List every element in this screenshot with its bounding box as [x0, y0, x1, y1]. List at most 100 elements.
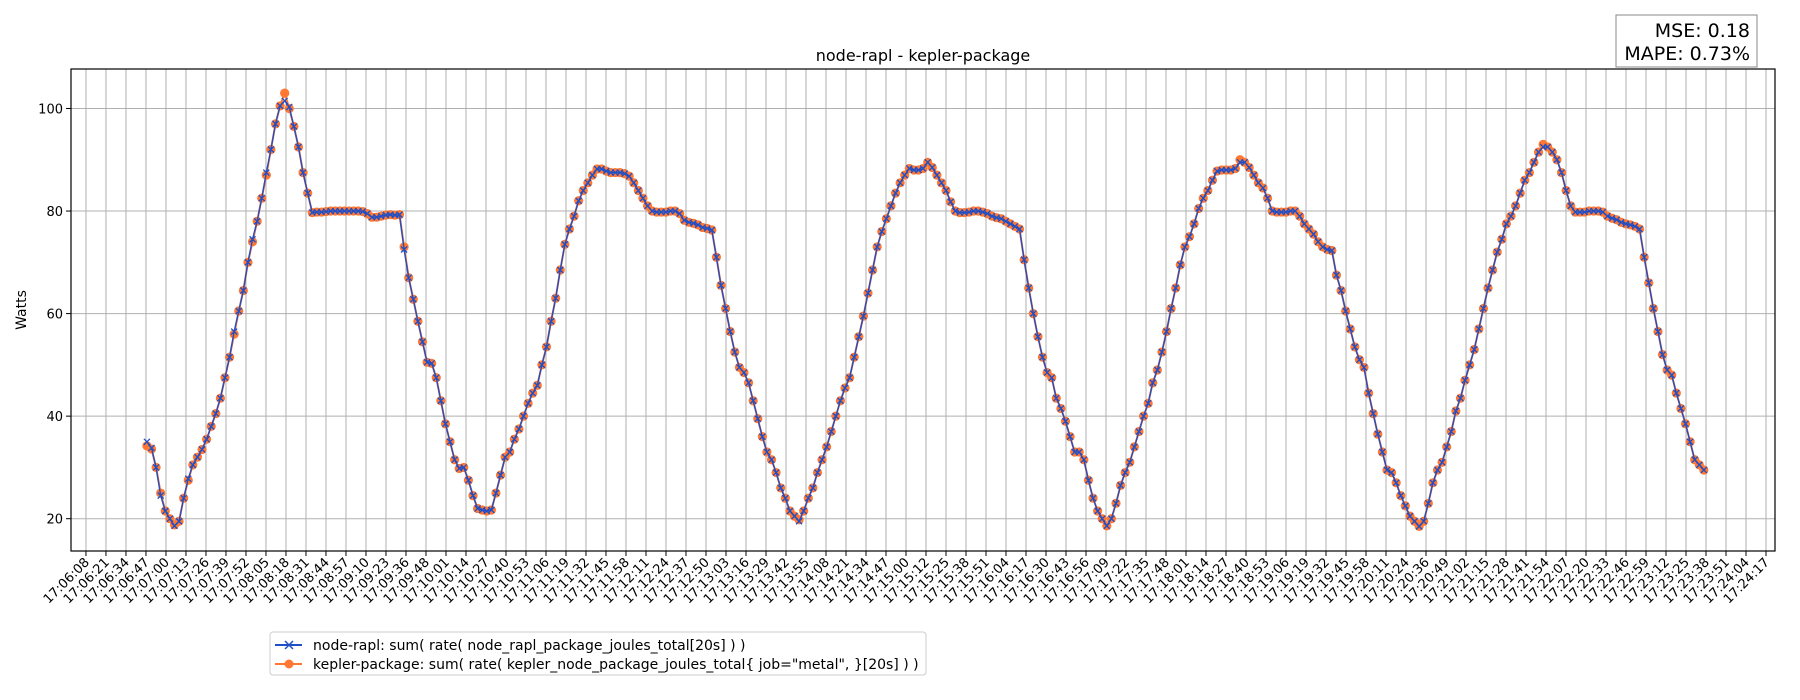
- data-point: [1126, 458, 1134, 466]
- data-point: [239, 287, 247, 294]
- data-point: [1360, 363, 1368, 371]
- data-point: [515, 425, 523, 433]
- data-point: [1089, 494, 1097, 502]
- data-point: [244, 258, 252, 266]
- data-point: [1355, 356, 1363, 364]
- data-point: [1052, 394, 1060, 402]
- legend-x-marker-icon: [284, 640, 294, 650]
- data-point: [896, 179, 904, 187]
- data-point: [979, 208, 987, 216]
- data-point: [1011, 222, 1019, 230]
- data-point: [919, 165, 927, 172]
- data-point: [988, 212, 996, 220]
- y-tick-label: 60: [46, 308, 63, 323]
- data-point: [1475, 325, 1483, 333]
- data-point: [717, 281, 725, 289]
- legend-circle-marker-icon: [284, 659, 294, 669]
- data-point: [708, 226, 716, 234]
- data-point: [795, 517, 803, 525]
- series-node-rapl: [143, 97, 1708, 530]
- data-point: [1502, 220, 1510, 228]
- data-point: [781, 494, 789, 502]
- data-point: [1365, 389, 1373, 397]
- data-point: [827, 428, 835, 435]
- data-point: [1682, 420, 1689, 428]
- data-point: [1654, 328, 1662, 335]
- x-axis: 17:06:0817:06:2117:06:3417:06:4717:07:00…: [41, 551, 1773, 607]
- data-point: [1369, 410, 1377, 418]
- data-point: [1677, 404, 1685, 412]
- data-point: [1144, 399, 1152, 407]
- data-point: [193, 453, 201, 461]
- legend-label-node-rapl: node-rapl: sum( rate( node_rapl_package_…: [313, 638, 745, 654]
- y-axis-label: Watts: [14, 290, 30, 330]
- data-point: [1424, 499, 1432, 507]
- data-point: [864, 289, 872, 297]
- data-point: [1640, 253, 1648, 261]
- data-point: [1645, 279, 1653, 287]
- data-point: [249, 235, 256, 243]
- data-point: [414, 317, 422, 325]
- data-point: [552, 294, 560, 302]
- data-point: [1107, 515, 1115, 523]
- grid: [71, 69, 1775, 551]
- data-point: [565, 225, 573, 233]
- data-point: [1039, 353, 1046, 361]
- data-point: [1149, 379, 1157, 387]
- data-point: [235, 307, 243, 315]
- data-point: [621, 170, 629, 178]
- data-point: [1153, 366, 1161, 374]
- data-point: [262, 169, 270, 177]
- data-point: [510, 435, 518, 443]
- legend-label-kepler-package: kepler-package: sum( rate( kepler_node_p…: [313, 657, 919, 673]
- data-point: [1181, 243, 1189, 251]
- data-point: [1434, 466, 1441, 474]
- data-point: [203, 435, 211, 443]
- data-point: [1002, 217, 1010, 225]
- y-axis: 20 40 60 80 100: [38, 102, 71, 528]
- data-point: [1337, 287, 1345, 294]
- data-point: [671, 207, 679, 215]
- data-point: [1250, 171, 1258, 179]
- data-point: [777, 484, 785, 492]
- data-point: [474, 504, 482, 512]
- data-point: [216, 394, 224, 402]
- data-point: [469, 492, 477, 500]
- data-point: [1346, 325, 1354, 333]
- data-point: [1498, 235, 1506, 243]
- data-point: [460, 463, 468, 471]
- data-point: [942, 187, 950, 194]
- data-point: [804, 494, 812, 502]
- data-point: [749, 397, 757, 405]
- mse-text: MSE: 0.18: [1655, 20, 1750, 42]
- data-point: [1461, 376, 1469, 384]
- data-point: [538, 361, 546, 369]
- data-point: [814, 469, 821, 477]
- data-point: [207, 422, 215, 430]
- data-point: [680, 216, 688, 224]
- data-point: [1103, 522, 1111, 530]
- data-point: [832, 412, 840, 420]
- data-point: [1392, 479, 1400, 487]
- data-point: [1512, 202, 1520, 210]
- data-point: [928, 163, 936, 171]
- data-point: [1190, 220, 1198, 228]
- data-point: [1567, 202, 1575, 210]
- data-point: [529, 389, 537, 397]
- data-point: [405, 274, 413, 282]
- data-point: [1057, 404, 1065, 412]
- data-point: [148, 444, 155, 452]
- data-point: [1075, 448, 1083, 456]
- data-point: [253, 217, 261, 225]
- data-point: [1342, 307, 1350, 315]
- data-point: [419, 338, 426, 346]
- data-point: [400, 246, 408, 253]
- y-tick-label: 20: [46, 513, 63, 528]
- data-point: [846, 374, 854, 382]
- data-point: [166, 515, 174, 523]
- series-layer: [142, 88, 1709, 531]
- data-point: [1259, 184, 1267, 192]
- legend: node-rapl: sum( rate( node_rapl_package_…: [269, 631, 927, 676]
- data-point: [363, 210, 371, 218]
- data-point: [1231, 165, 1239, 172]
